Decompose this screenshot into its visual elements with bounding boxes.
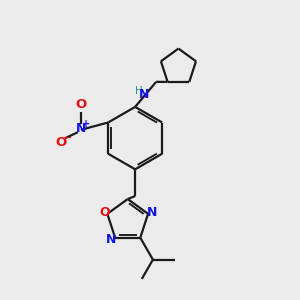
Text: N: N (139, 88, 149, 101)
Text: O: O (99, 206, 110, 219)
Text: N: N (76, 122, 86, 135)
Text: O: O (55, 136, 66, 148)
Text: N: N (106, 233, 116, 246)
Text: O: O (75, 98, 86, 111)
Text: −: − (63, 133, 72, 142)
Text: N: N (147, 206, 158, 219)
Text: H: H (135, 85, 143, 95)
Text: +: + (82, 119, 90, 130)
